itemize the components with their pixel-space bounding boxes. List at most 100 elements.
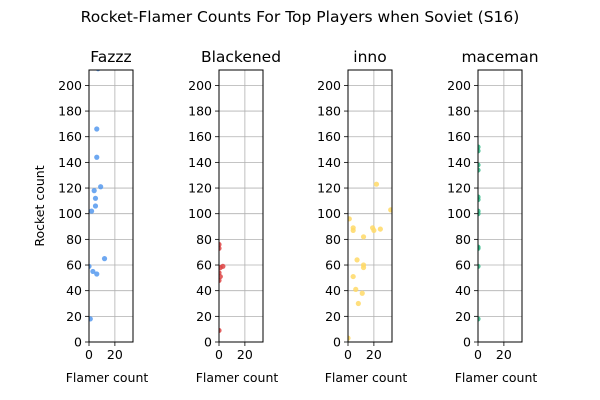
data-point [359,290,365,296]
y-tick-label: 40 [66,283,82,298]
y-tick-label: 200 [58,78,82,93]
data-point [478,211,481,217]
y-tick-label: 180 [58,104,82,119]
panel-blackened: 0 20020406080100120140160180200BlackenedF… [188,48,281,385]
y-tick-label: 120 [188,181,212,196]
x-tick-label: 0 [344,347,352,362]
panel-title: maceman [461,48,538,66]
panel-title: Fazzz [90,48,131,66]
data-point [478,196,481,203]
data-point [219,277,222,284]
x-tick-label: 20 [366,347,382,362]
y-tick-label: 60 [325,258,341,273]
y-tick-label: 20 [196,309,212,324]
y-tick-label: 80 [325,232,341,247]
y-tick-label: 80 [66,232,82,247]
data-point [350,227,356,233]
y-tick-label: 40 [196,283,212,298]
y-tick-label: 120 [447,181,471,196]
data-point [373,181,380,187]
data-point [89,316,93,322]
data-point [354,257,360,263]
series-points [348,181,392,341]
data-point [353,286,359,292]
data-point [219,270,222,276]
data-point [478,162,481,168]
x-axis-label: Flamer count [66,370,149,385]
y-tick-label: 20 [325,309,341,324]
data-point [92,203,99,209]
data-point [355,300,361,307]
x-axis-label: Flamer count [325,370,408,385]
y-tick-label: 200 [317,78,341,93]
data-point [94,154,100,160]
series-points [478,144,481,322]
data-point [98,184,104,190]
y-tick-label: 180 [447,104,471,119]
y-tick-label: 200 [188,78,212,93]
y-tick-label: 180 [317,104,341,119]
data-point [360,264,367,271]
data-point [478,263,481,269]
y-tick-label: 60 [66,258,82,273]
y-tick-label: 160 [317,129,341,144]
y-axis-label: Rocket count [32,165,47,246]
data-point [95,70,101,72]
y-tick-label: 140 [188,155,212,170]
data-point [219,327,222,334]
x-tick-label: 20 [496,347,512,362]
panel-title: Blackened [201,48,281,66]
y-tick-label: 160 [188,129,212,144]
data-point [388,207,392,213]
x-tick-label: 0 [474,347,482,362]
data-point [478,144,481,150]
y-tick-label: 100 [58,206,82,221]
data-point [89,263,92,269]
y-tick-label: 0 [333,335,341,350]
y-tick-label: 100 [188,206,212,221]
data-point [478,316,481,322]
series-points [219,241,226,334]
x-tick-label: 20 [107,347,123,362]
data-point [478,245,481,251]
data-point [89,208,95,214]
data-point [478,148,481,154]
data-point [348,335,351,341]
data-point [377,226,383,232]
x-axis-label: Flamer count [455,370,538,385]
y-tick-label: 100 [447,206,471,221]
x-tick-label: 0 [215,347,223,362]
y-tick-label: 160 [447,129,471,144]
y-tick-label: 60 [196,258,212,273]
y-tick-label: 200 [447,78,471,93]
data-point [371,227,377,233]
axes-frame [218,69,264,343]
axes-frame [347,69,393,343]
y-tick-label: 120 [317,181,341,196]
panel-maceman: 0 20020406080100120140160180200macemanFla… [447,48,538,385]
y-tick-label: 20 [455,309,471,324]
y-tick-label: 100 [317,206,341,221]
y-tick-label: 140 [447,155,471,170]
data-point [101,256,108,262]
data-point [92,195,99,201]
panel-inno: 0 20020406080100120140160180200innoFlamer… [317,48,407,385]
data-point [94,126,100,132]
data-point [94,271,100,277]
axes-frame [477,69,523,343]
subplots: 0 20020406080100120140160180200FazzzFlame… [58,48,538,385]
data-point [478,167,481,173]
y-tick-label: 160 [58,129,82,144]
y-tick-label: 80 [455,232,471,247]
axes-frame [88,69,134,343]
data-point [219,273,223,280]
y-tick-label: 0 [463,335,471,350]
panel-title: inno [353,48,386,66]
x-tick-label: 0 [85,347,93,362]
data-point [360,234,367,240]
data-point [90,268,96,275]
y-tick-label: 0 [74,335,82,350]
y-tick-label: 40 [455,283,471,298]
x-axis-label: Flamer count [196,370,279,385]
